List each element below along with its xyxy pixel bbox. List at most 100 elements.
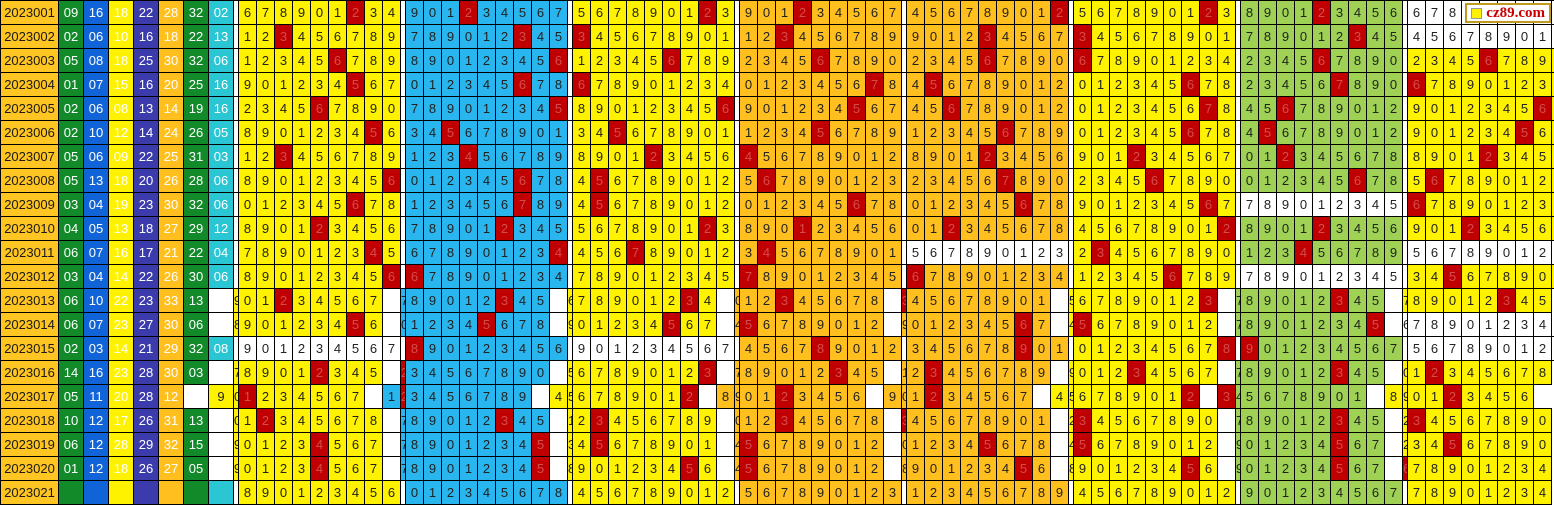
- trail-cell: 9: [906, 24, 925, 49]
- issue-number[interactable]: 2023008: [0, 168, 59, 193]
- issue-number[interactable]: 2023006: [0, 120, 59, 145]
- trail-cell: 9: [1515, 264, 1534, 289]
- issue-number[interactable]: 2023007: [0, 144, 59, 169]
- issue-number[interactable]: 2023017: [0, 384, 59, 409]
- trail-cell: 2: [513, 264, 532, 289]
- issue-number[interactable]: 2023016: [0, 360, 59, 385]
- trail-cell: 1: [698, 240, 717, 265]
- group-separator: [883, 288, 902, 313]
- trail-cell: 1: [405, 312, 424, 337]
- issue-number[interactable]: 2023020: [0, 456, 59, 481]
- trail-hit-cell: 2: [1276, 144, 1295, 169]
- trail-cell: 5: [310, 408, 329, 433]
- trail-cell: 1: [1163, 384, 1182, 409]
- trail-cell: 6: [883, 216, 902, 241]
- trail-cell: 4: [1533, 312, 1552, 337]
- issue-number[interactable]: 2023021: [0, 480, 59, 505]
- trail-cell: 7: [1199, 72, 1218, 97]
- trail-cell: 9: [274, 240, 293, 265]
- trail-cell: 0: [274, 360, 293, 385]
- group-separator: [1032, 384, 1051, 409]
- trail-cell: 0: [238, 192, 257, 217]
- trail-cell: 2: [924, 120, 943, 145]
- trail-cell: 0: [477, 264, 496, 289]
- issue-number[interactable]: 2023005: [0, 96, 59, 121]
- issue-number[interactable]: 2023003: [0, 48, 59, 73]
- trail-cell: 8: [531, 312, 550, 337]
- trail-hit-cell: 5: [590, 192, 609, 217]
- issue-number[interactable]: 2023004: [0, 72, 59, 97]
- trail-cell: 6: [608, 240, 627, 265]
- trail-hit-cell: 9: [1240, 336, 1259, 361]
- trail-cell: 4: [811, 384, 830, 409]
- issue-number[interactable]: 2023014: [0, 312, 59, 337]
- trail-cell: 5: [847, 0, 866, 25]
- trail-cell: 0: [924, 24, 943, 49]
- group-separator: [883, 360, 902, 385]
- trail-cell: 8: [662, 120, 681, 145]
- issue-number[interactable]: 2023018: [0, 408, 59, 433]
- trail-hit-cell: 1: [238, 384, 257, 409]
- trail-cell: 8: [978, 288, 997, 313]
- trail-cell: 4: [459, 312, 478, 337]
- trail-cell: 2: [1276, 456, 1295, 481]
- red-ball-value: 32: [183, 0, 209, 25]
- trail-cell: 7: [1199, 120, 1218, 145]
- issue-number[interactable]: 2023015: [0, 336, 59, 361]
- trail-cell: 1: [793, 360, 812, 385]
- trail-cell: 3: [1330, 216, 1349, 241]
- trail-hit-cell: 3: [1407, 408, 1426, 433]
- trail-cell: 9: [1425, 288, 1444, 313]
- trail-cell: 1: [698, 192, 717, 217]
- issue-number[interactable]: 2023002: [0, 24, 59, 49]
- trail-cell: 8: [1533, 360, 1552, 385]
- red-ball-value: [83, 480, 109, 505]
- issue-number[interactable]: 2023009: [0, 192, 59, 217]
- trail-cell: 5: [567, 384, 573, 409]
- trail-cell: 8: [1407, 144, 1426, 169]
- trail-cell: 0: [1497, 168, 1516, 193]
- red-ball-value: 18: [108, 48, 134, 73]
- trail-cell: 3: [1312, 480, 1331, 505]
- trail-cell: 9: [1127, 48, 1146, 73]
- trail-cell: 3: [1145, 456, 1164, 481]
- issue-number[interactable]: 2023013: [0, 288, 59, 313]
- red-ball-value: 30: [183, 264, 209, 289]
- red-ball-value: 26: [133, 456, 159, 481]
- trail-cell: 0: [1145, 48, 1164, 73]
- trail-cell: 1: [698, 432, 717, 457]
- trail-cell: 5: [1515, 96, 1534, 121]
- trail-cell: 3: [328, 168, 347, 193]
- trail-cell: 6: [1348, 456, 1367, 481]
- trail-cell: 6: [1402, 312, 1408, 337]
- issue-number[interactable]: 2023011: [0, 240, 59, 265]
- trail-cell: 3: [1407, 432, 1426, 457]
- trail-cell: 2: [328, 240, 347, 265]
- trail-cell: 6: [1276, 120, 1295, 145]
- trail-cell: 0: [1073, 72, 1092, 97]
- trail-cell: 3: [310, 336, 329, 361]
- trail-cell: 5: [1258, 96, 1277, 121]
- issue-number[interactable]: 2023019: [0, 432, 59, 457]
- trail-cell: 2: [256, 24, 275, 49]
- trail-cell: 0: [829, 456, 848, 481]
- issue-number[interactable]: 2023001: [0, 0, 59, 25]
- trail-cell: 8: [698, 48, 717, 73]
- trail-cell: 2: [865, 432, 884, 457]
- trail-cell: 0: [405, 168, 424, 193]
- trail-cell: 6: [793, 240, 812, 265]
- trail-hit-cell: 2: [400, 360, 406, 385]
- trail-cell: 7: [1443, 168, 1462, 193]
- trail-cell: 9: [644, 0, 663, 25]
- trail-cell: 8: [233, 312, 239, 337]
- trail-cell: 5: [1091, 480, 1110, 505]
- issue-number[interactable]: 2023010: [0, 216, 59, 241]
- trail-cell: 5: [1366, 408, 1385, 433]
- red-ball-value: 09: [108, 144, 134, 169]
- trail-cell: 8: [1348, 48, 1367, 73]
- trail-cell: 7: [775, 312, 794, 337]
- trail-cell: 2: [1109, 96, 1128, 121]
- trail-cell: 9: [1515, 432, 1534, 457]
- issue-number[interactable]: 2023012: [0, 264, 59, 289]
- red-ball-value: 13: [183, 408, 209, 433]
